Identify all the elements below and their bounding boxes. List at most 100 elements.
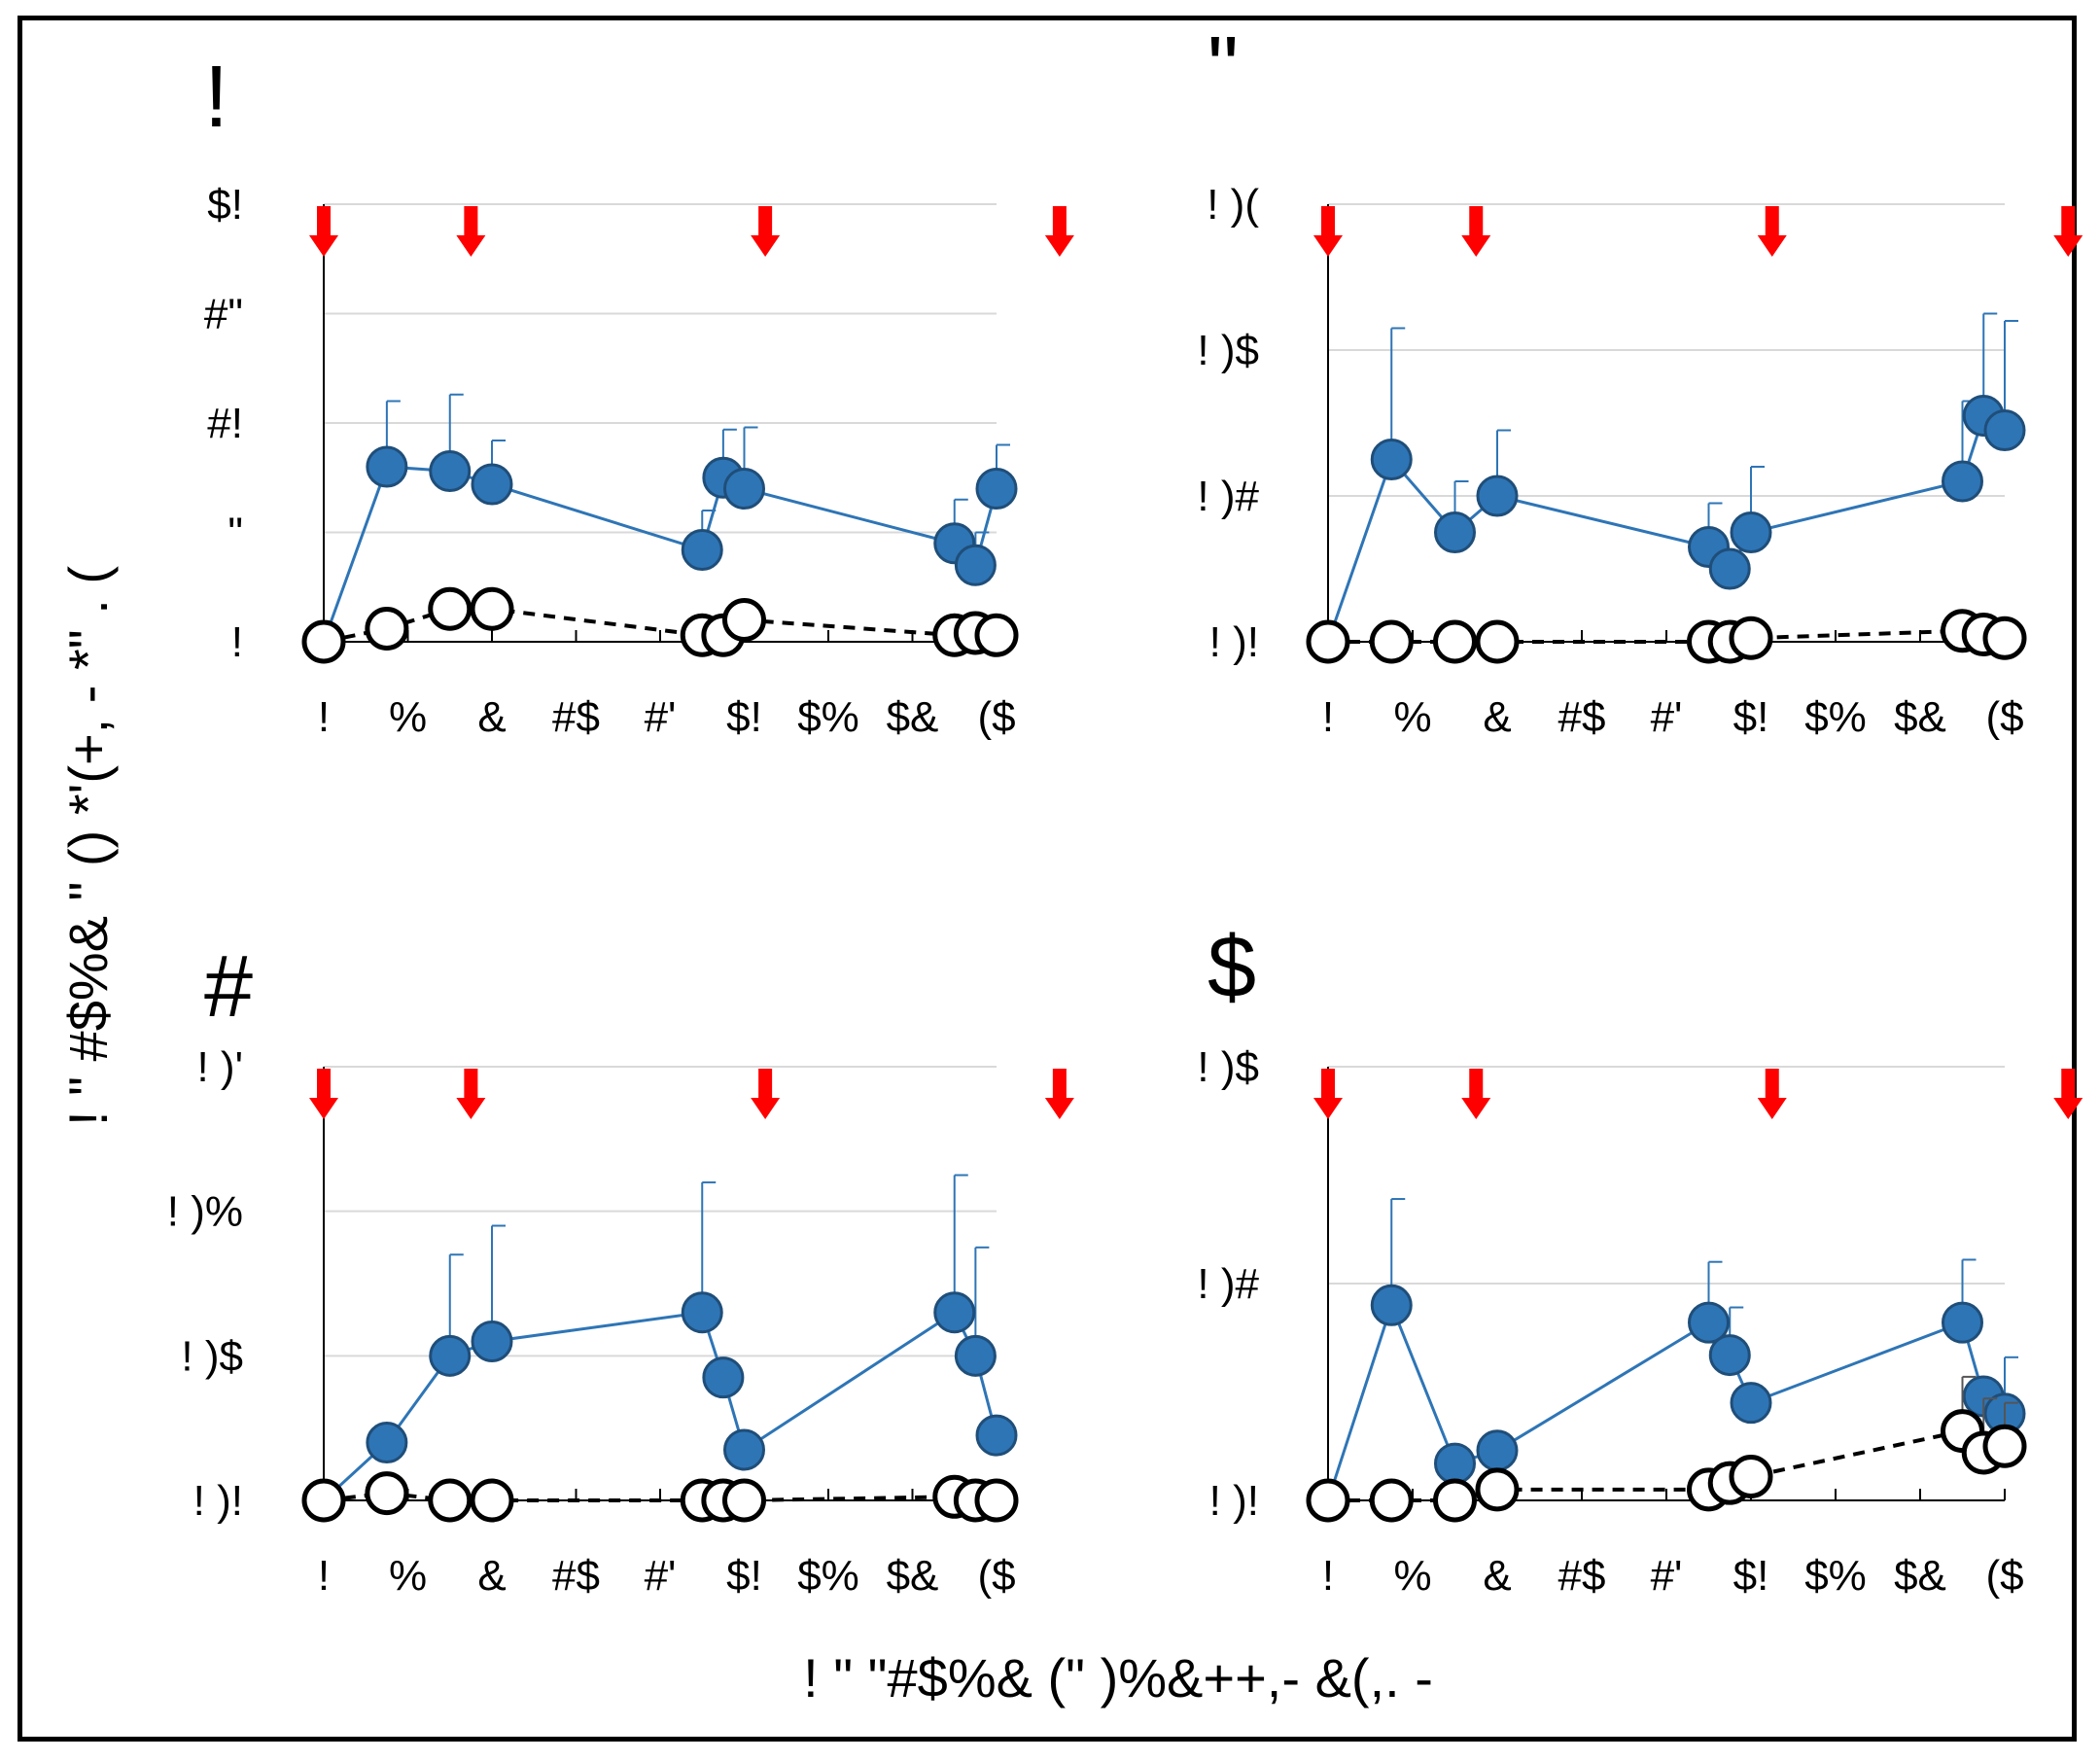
data-point-filled [1983, 409, 2026, 451]
data-point-filled [366, 1422, 408, 1464]
data-point-open [1475, 619, 1520, 664]
series-line-filled [1326, 1300, 2006, 1501]
y-tick-label: ! )$ [1197, 327, 1259, 374]
dose-arrow-icon [1044, 1069, 1074, 1119]
x-tick-label: $% [797, 1552, 859, 1600]
figure-x-axis-title: ! " "#$%& (" )%&++,- &(,. - [803, 1647, 1433, 1708]
dose-arrow-icon [751, 206, 781, 257]
data-point-filled [1730, 1382, 1772, 1425]
data-point-filled [1708, 1334, 1751, 1377]
y-tick-label: ! )$ [1197, 1043, 1259, 1091]
x-tick-label: #$ [1558, 1552, 1606, 1600]
x-tick-label: #$ [552, 1552, 600, 1600]
x-tick-label: #' [1651, 1552, 1683, 1600]
panel-label: ! [204, 49, 228, 146]
dose-arrow-icon [1044, 206, 1074, 257]
data-point-open [1306, 619, 1350, 664]
dose-arrow-icon [1461, 1069, 1491, 1119]
data-point-open [1306, 1478, 1350, 1523]
y-tick-label: ! )# [1197, 473, 1259, 520]
data-point-filled [1708, 547, 1751, 590]
data-point-open [1729, 1454, 1773, 1498]
x-tick-label: % [389, 693, 427, 741]
dose-arrow-icon [309, 1069, 338, 1119]
x-tick-label: $! [726, 693, 762, 741]
data-point-filled [1370, 1284, 1413, 1326]
panel-1: !! " #! #" $!!% & #$ #' $! $% $& ($ [204, 49, 1074, 741]
y-tick-label: " [228, 510, 243, 557]
x-tick-label: & [1483, 1552, 1511, 1600]
y-tick-label: ! )! [1209, 1477, 1259, 1525]
data-point-open [1729, 616, 1773, 660]
x-tick-label: #' [645, 1552, 677, 1600]
data-point-open [1475, 1467, 1520, 1512]
data-point-open [974, 613, 1019, 657]
data-point-open [722, 1478, 766, 1523]
data-point-open [974, 1478, 1019, 1523]
dose-arrow-icon [2053, 206, 2083, 257]
data-point-filled [1688, 1301, 1730, 1344]
x-tick-label: #' [1651, 693, 1683, 741]
x-tick-label: ! [1322, 1552, 1334, 1600]
panel-2: " ! )! ! )# ! )$ ! )(!% & #$ #' $! $% $& ($ [1197, 19, 2083, 741]
x-tick-label: & [477, 1552, 506, 1600]
y-tick-label: ! )# [1197, 1260, 1259, 1308]
data-point-open [428, 586, 472, 631]
dose-arrow-icon [1313, 206, 1343, 257]
dose-arrow-icon [1757, 206, 1787, 257]
data-point-filled [1476, 475, 1519, 517]
data-point-open [1433, 619, 1477, 664]
data-point-open [1982, 616, 2027, 660]
data-point-filled [366, 445, 408, 488]
y-tick-label: #! [207, 400, 243, 447]
data-point-open [365, 1471, 409, 1516]
data-point-filled [1730, 511, 1772, 553]
data-point-filled [1434, 1442, 1476, 1485]
x-tick-label: $! [1733, 693, 1769, 741]
data-point-open [722, 598, 766, 642]
x-tick-label: #$ [552, 693, 600, 741]
y-tick-label: ! )$ [181, 1332, 243, 1380]
data-point-open [301, 1478, 346, 1523]
x-tick-label: $& [887, 693, 939, 741]
data-point-filled [1942, 460, 1983, 503]
y-tick-label: ! )% [167, 1188, 243, 1236]
data-point-open [470, 586, 514, 631]
x-tick-label: % [389, 1552, 427, 1600]
panel-label: " [1208, 19, 1239, 117]
x-tick-label: & [1483, 693, 1511, 741]
y-tick-label: $! [207, 181, 243, 229]
data-point-open [470, 1478, 514, 1523]
series-line-filled [1326, 413, 2006, 643]
x-tick-label: $% [1804, 1552, 1867, 1600]
y-tick-label: ! )( [1207, 181, 1259, 229]
data-point-filled [954, 544, 997, 586]
dose-arrow-icon [456, 206, 486, 257]
y-tick-label: ! )! [1209, 618, 1259, 666]
data-point-filled [1942, 1301, 1983, 1344]
x-tick-label: $! [1733, 1552, 1769, 1600]
dose-arrow-icon [1313, 1069, 1343, 1119]
panel-label: # [204, 938, 253, 1036]
y-tick-label: ! [231, 618, 243, 666]
data-point-filled [471, 1320, 513, 1362]
panel-label: $ [1208, 919, 1256, 1016]
x-tick-label: $& [887, 1552, 939, 1600]
x-tick-label: #' [645, 693, 677, 741]
data-point-filled [975, 468, 1018, 510]
dose-arrow-icon [2053, 1069, 2083, 1119]
y-tick-label: ! )! [193, 1477, 243, 1525]
data-point-filled [429, 450, 472, 492]
data-point-filled [933, 1291, 976, 1334]
dose-arrow-icon [309, 206, 338, 257]
x-tick-label: ! [1322, 693, 1334, 741]
x-tick-label: $% [1804, 693, 1867, 741]
data-point-filled [975, 1414, 1018, 1457]
x-tick-label: ($ [1985, 1552, 2023, 1600]
x-tick-label: ($ [977, 1552, 1015, 1600]
data-point-open [1982, 1424, 2027, 1468]
dose-arrow-icon [456, 1069, 486, 1119]
data-point-filled [429, 1334, 472, 1377]
data-point-filled [471, 463, 513, 506]
data-point-open [1433, 1478, 1477, 1523]
